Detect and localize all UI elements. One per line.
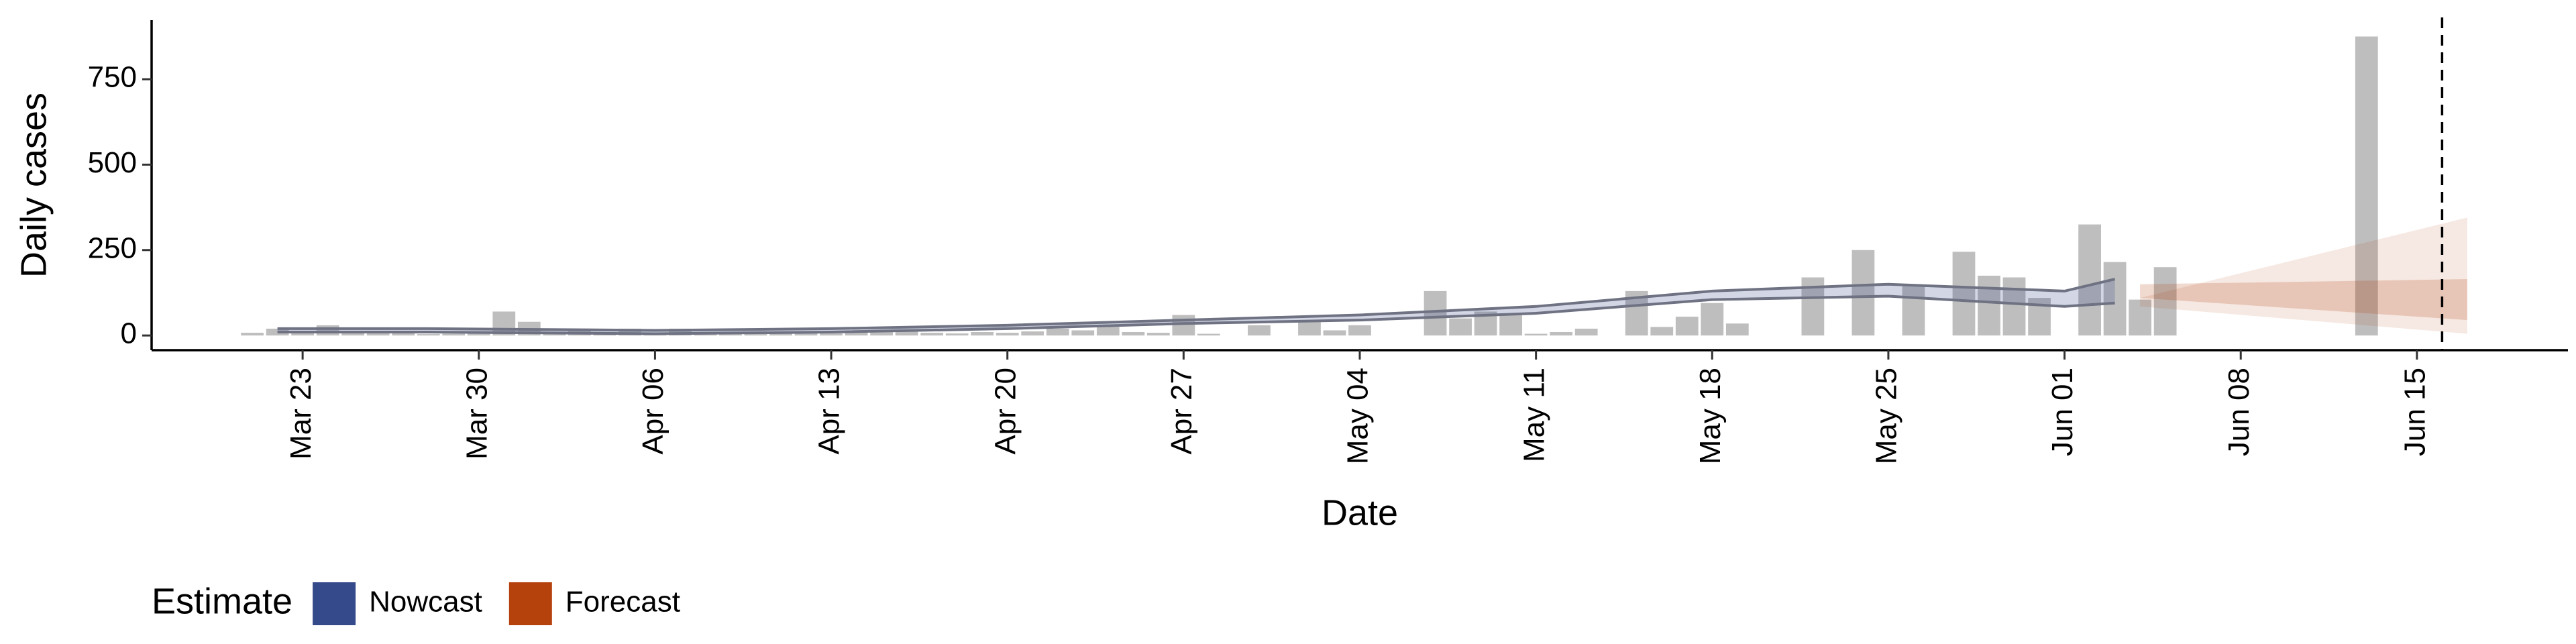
band-line	[277, 278, 2116, 332]
bar	[971, 332, 994, 336]
x-tick-label: May 25	[1870, 368, 1903, 464]
x-tick-label: Apr 06	[637, 368, 669, 455]
y-tick-label: 250	[88, 231, 137, 264]
bar	[2078, 224, 2101, 336]
bar	[870, 332, 893, 336]
bar	[996, 333, 1019, 336]
bar	[1424, 290, 1447, 336]
bar	[1298, 321, 1321, 336]
bar	[1172, 315, 1195, 336]
bar	[2153, 267, 2177, 336]
x-tick-label: Apr 27	[1165, 368, 1198, 455]
x-tick-label: Jun 15	[2399, 368, 2432, 456]
bar	[1978, 275, 2000, 336]
x-tick-label: Apr 13	[813, 368, 846, 455]
bar	[1550, 332, 1573, 336]
x-tick-label: May 11	[1517, 368, 1550, 462]
x-tick-label: Jun 01	[2046, 368, 2079, 456]
bar	[366, 333, 390, 336]
bar	[945, 333, 969, 336]
legend-swatch	[313, 582, 356, 625]
bar	[2002, 277, 2026, 336]
legend-label: Forecast	[566, 586, 680, 619]
bar	[669, 328, 692, 336]
x-tick-label: May 18	[1694, 368, 1727, 464]
bar	[1449, 318, 1472, 336]
x-tick-label: Jun 08	[2222, 368, 2255, 456]
bar	[1122, 332, 1145, 336]
bar	[1902, 286, 1925, 336]
bar	[1725, 323, 1749, 336]
bar	[719, 333, 742, 336]
bar	[543, 333, 566, 336]
band-area	[2140, 217, 2467, 334]
bar	[1146, 333, 1170, 336]
bar	[1096, 327, 1120, 336]
bar	[2355, 36, 2378, 336]
x-tick-label: Mar 23	[284, 368, 317, 460]
bar	[467, 333, 490, 336]
y-axis-title: Daily cases	[13, 93, 54, 278]
bar	[1701, 303, 1724, 336]
bar	[1071, 330, 1095, 336]
bar	[417, 334, 440, 336]
band-line	[277, 294, 2115, 335]
bar	[291, 332, 315, 336]
bar	[920, 333, 944, 336]
legend-swatch	[508, 582, 552, 625]
bar	[442, 333, 466, 336]
bar	[1650, 327, 1674, 336]
bar	[1021, 331, 1044, 336]
legend-title: Estimate	[152, 581, 292, 621]
bar	[1851, 250, 1875, 336]
bar	[241, 333, 264, 336]
legend-label: Nowcast	[369, 586, 482, 619]
bar	[1348, 325, 1371, 336]
x-tick-label: May 04	[1342, 368, 1375, 464]
bar	[1197, 333, 1220, 336]
y-tick-label: 500	[88, 146, 137, 179]
bar	[1524, 333, 1548, 336]
bar	[619, 328, 641, 336]
bar	[1046, 328, 1069, 336]
bar	[2103, 262, 2127, 336]
bar	[1675, 317, 1699, 336]
band-inner-area	[2140, 279, 2467, 321]
bar	[845, 331, 868, 336]
y-tick-label: 0	[121, 317, 137, 350]
x-tick-label: Mar 30	[460, 368, 493, 460]
x-tick-label: Apr 20	[989, 368, 1022, 455]
bar	[392, 332, 415, 336]
bar	[1248, 325, 1271, 336]
bar	[794, 333, 818, 336]
bar	[341, 332, 365, 336]
bar	[1499, 315, 1523, 336]
bar	[1574, 328, 1598, 336]
y-tick-label: 750	[88, 61, 137, 94]
bar	[1323, 330, 1346, 336]
bar	[1952, 252, 1976, 336]
x-axis-title: Date	[1322, 492, 1398, 533]
bar	[895, 330, 918, 336]
bar	[2129, 299, 2152, 336]
bar	[820, 333, 843, 336]
